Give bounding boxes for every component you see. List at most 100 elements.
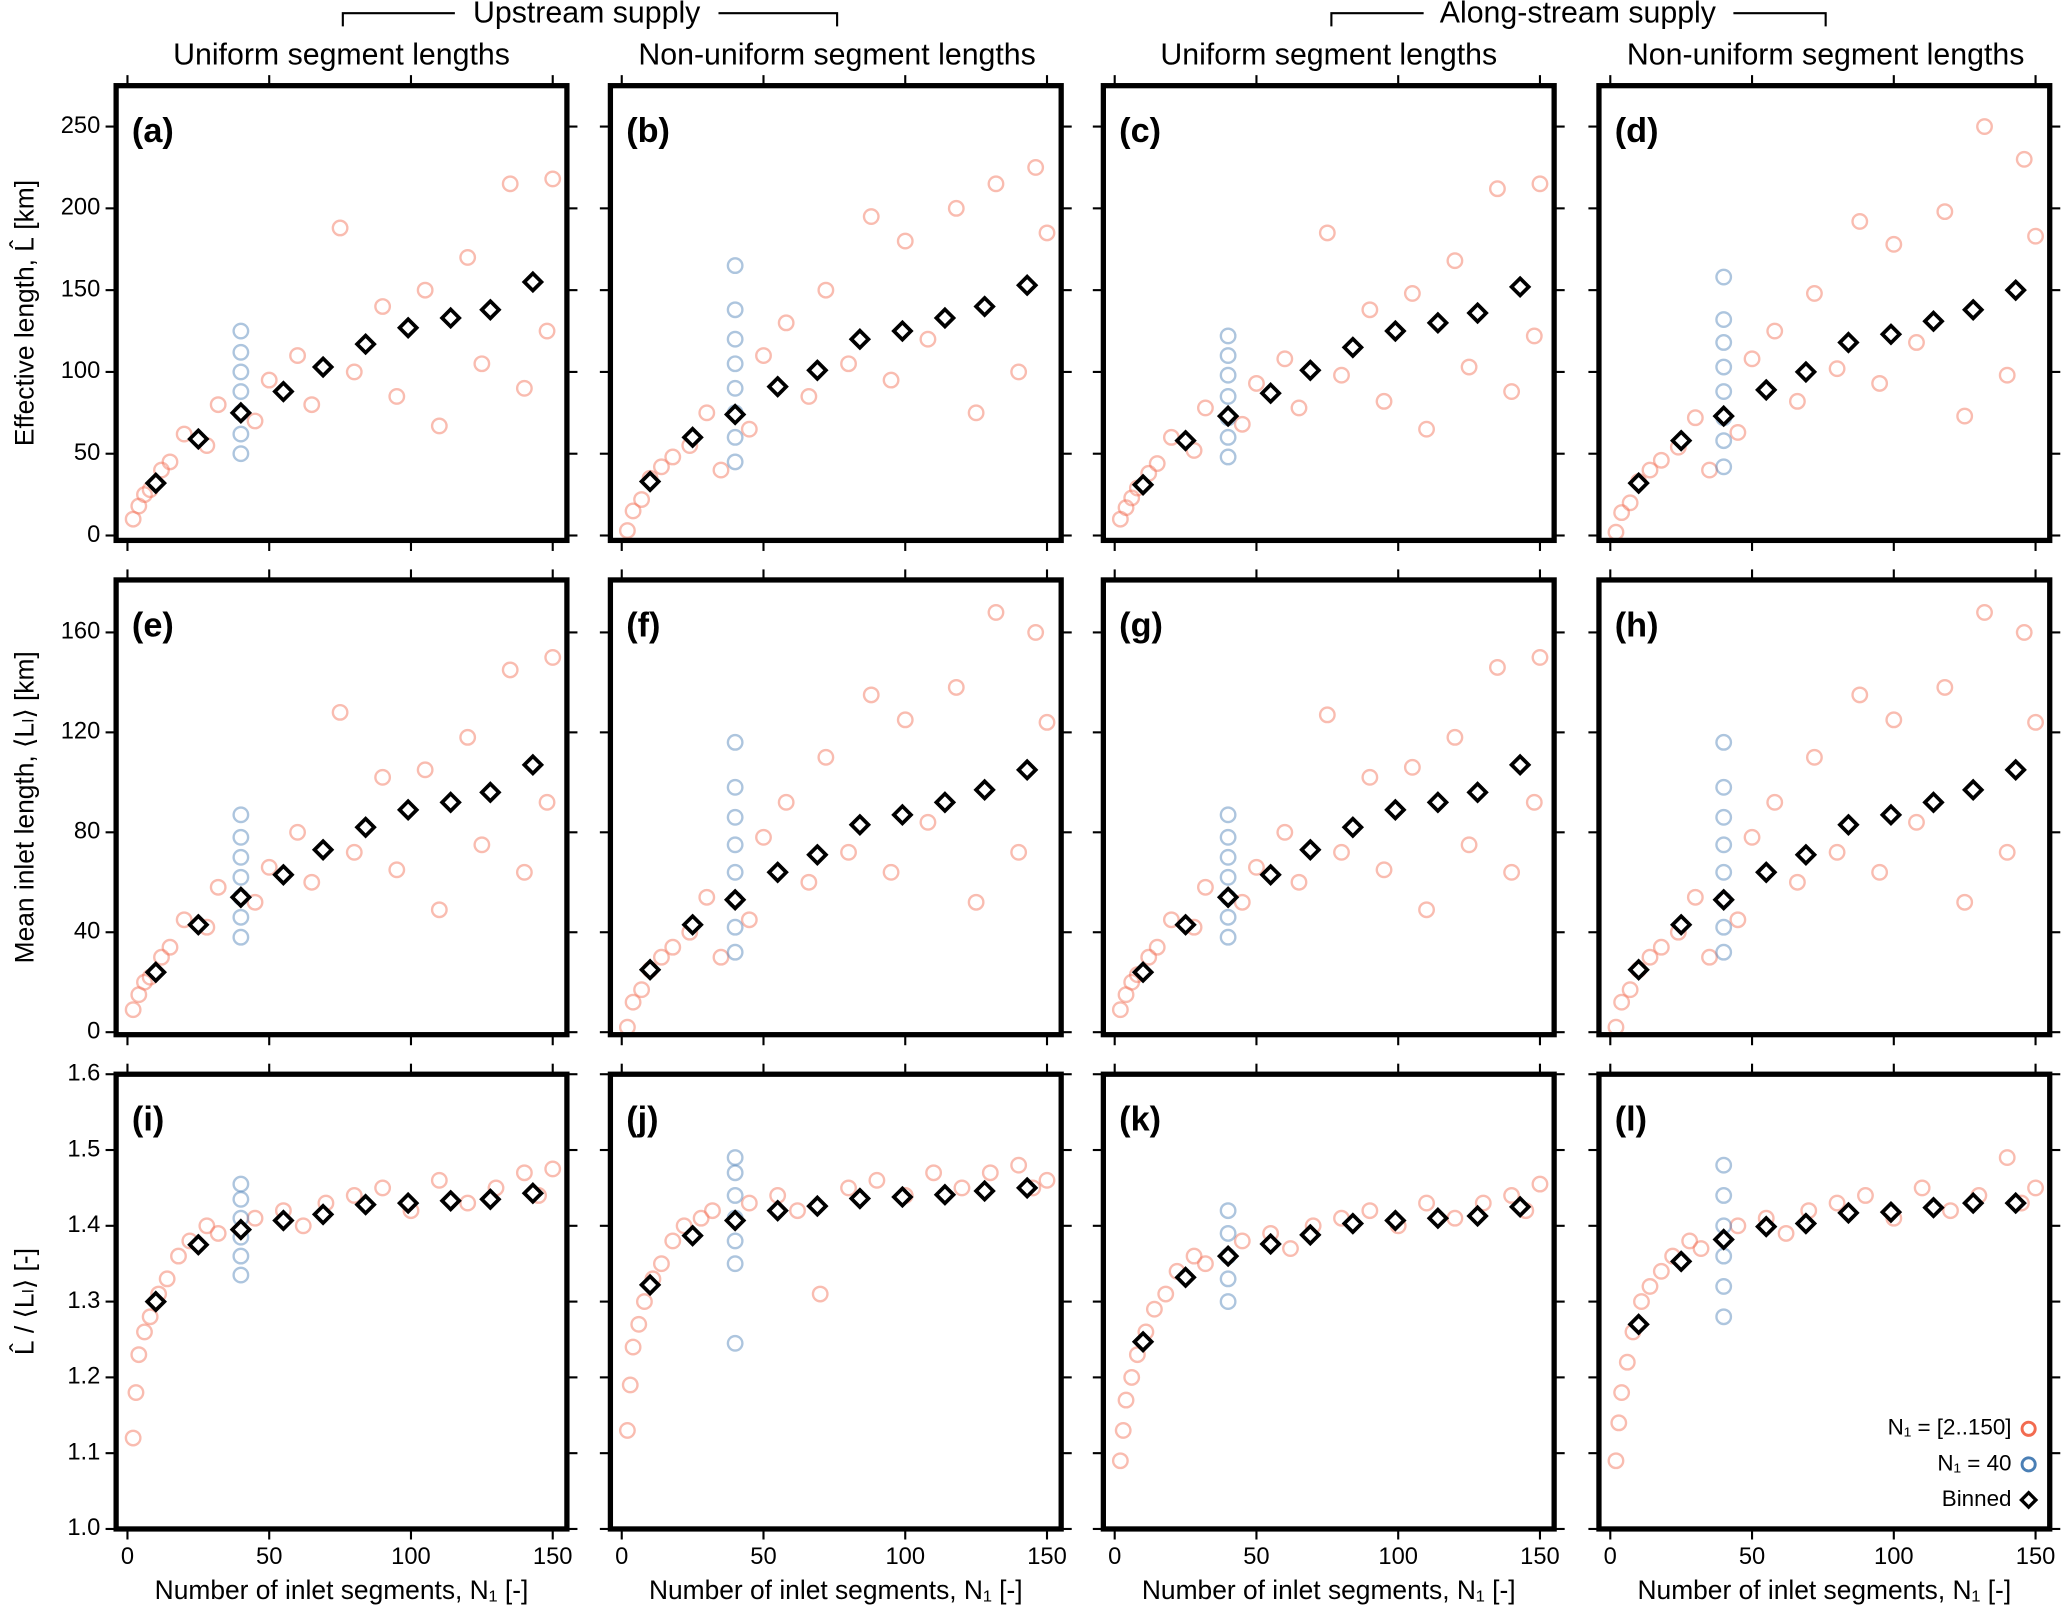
point: [726, 918, 744, 936]
binned-point: [681, 1224, 704, 1247]
point: [947, 678, 965, 696]
binned-point: [1341, 336, 1365, 359]
binned-point: [638, 958, 662, 981]
point: [2015, 623, 2033, 641]
point: [1219, 928, 1237, 946]
binned-point: [396, 316, 420, 339]
point: [1140, 948, 1158, 966]
point: [1333, 366, 1350, 384]
point: [1219, 1270, 1237, 1288]
point: [1525, 327, 1543, 345]
point: [882, 371, 900, 389]
binned-point: [1299, 359, 1322, 382]
point: [1276, 350, 1294, 368]
panel: (b): [599, 75, 1072, 551]
point: [1219, 1202, 1237, 1220]
point: [1038, 224, 1056, 242]
point: [1276, 823, 1294, 841]
point: [1715, 1308, 1733, 1326]
binned-point: [229, 401, 253, 424]
point: [416, 761, 434, 779]
binned-point: [1259, 863, 1282, 886]
x-tick-label: 100: [1378, 1544, 1418, 1570]
binned-point: [521, 753, 545, 777]
point: [303, 873, 321, 891]
point: [1936, 678, 1954, 696]
point: [1038, 1171, 1056, 1189]
binned-point: [229, 886, 253, 909]
point: [777, 314, 795, 332]
point: [232, 383, 250, 400]
point: [124, 510, 142, 528]
binned-point: [848, 328, 872, 351]
binned-point: [766, 861, 789, 884]
point: [209, 878, 227, 896]
binned-point: [638, 1273, 662, 1297]
binned-point: [1426, 1207, 1450, 1230]
point: [1641, 461, 1659, 479]
point: [789, 1202, 806, 1220]
point: [862, 686, 880, 704]
point: [967, 404, 985, 422]
point: [2027, 227, 2044, 245]
point: [981, 1164, 999, 1182]
point: [1715, 1187, 1733, 1204]
point: [2015, 150, 2033, 168]
x-tick-label: 0: [1108, 1544, 1121, 1570]
binned-point: [973, 1179, 996, 1203]
point: [1403, 284, 1421, 302]
point: [232, 343, 250, 361]
binned-point: [1426, 791, 1450, 814]
point: [232, 928, 250, 946]
y-axis-label: L̂ / ⟨Lₗ⟩ [-]: [9, 1248, 39, 1355]
group-header-text: Along-stream supply: [1440, 0, 1717, 29]
point: [430, 901, 448, 919]
point: [1913, 1179, 1931, 1197]
binned-point: [973, 295, 996, 318]
point: [232, 1266, 250, 1284]
frame: [1596, 1071, 2053, 1532]
point: [1998, 366, 2016, 384]
point: [430, 1171, 448, 1189]
point: [1652, 1262, 1670, 1280]
point: [726, 778, 744, 796]
binned-point: [1426, 311, 1450, 335]
point: [1361, 768, 1379, 786]
point: [515, 863, 533, 881]
point: [652, 1255, 670, 1273]
binned-point: [1879, 803, 1903, 826]
point: [1715, 836, 1733, 854]
x-tick-label: 50: [1739, 1544, 1765, 1570]
panel: 0 50 100 150 (j) Number of inlet segments, N₁…: [599, 1063, 1072, 1605]
legend-label: N₁ = [2..150]: [1888, 1415, 2012, 1440]
point: [1715, 1156, 1733, 1174]
point: [925, 1164, 943, 1182]
point: [459, 248, 477, 266]
binned-point: [723, 888, 747, 911]
frame: [113, 577, 570, 1038]
point: [1531, 175, 1549, 193]
x-tick-label: 50: [1243, 1544, 1269, 1570]
x-tick-label: 50: [750, 1544, 776, 1570]
plot-area: [618, 159, 1056, 540]
point: [1641, 948, 1659, 966]
x-tick-label: 0: [121, 1544, 134, 1570]
binned-point: [1712, 1228, 1735, 1251]
binned-point: [1299, 1223, 1322, 1247]
point: [1788, 392, 1806, 410]
binned-point: [439, 791, 462, 814]
point: [345, 843, 363, 861]
x-tick-label: 150: [1520, 1544, 1560, 1570]
point: [953, 1179, 971, 1197]
point: [374, 298, 392, 315]
point: [1715, 808, 1733, 826]
column-header: Non-uniform segment lengths: [1627, 39, 2024, 72]
point: [459, 728, 477, 746]
binned-point: [1922, 1196, 1945, 1219]
point: [1219, 1224, 1237, 1242]
x-tick-label: 150: [1027, 1544, 1067, 1570]
binned-point: [1216, 886, 1240, 909]
point: [2027, 713, 2044, 731]
group-header: Upstream supply Along-stream supply: [341, 0, 1827, 29]
